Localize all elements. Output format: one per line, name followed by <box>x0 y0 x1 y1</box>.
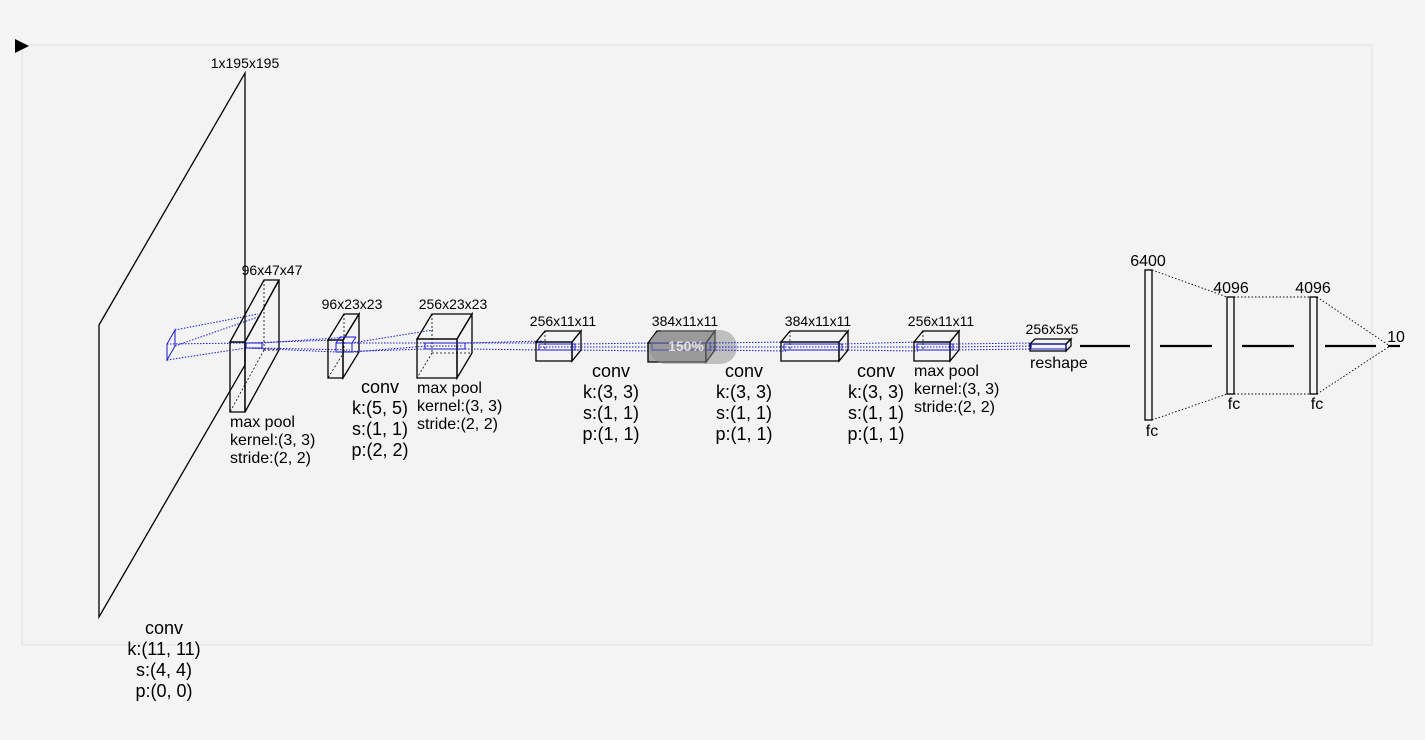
pool1-title: max pool <box>230 414 295 431</box>
op-label-pool3: max pool kernel:(3, 3) stride:(2, 2) <box>914 363 999 416</box>
fc3-size: 4096 <box>1295 280 1331 297</box>
conv4-title: conv <box>725 361 763 381</box>
op-label-pool2: max pool kernel:(3, 3) stride:(2, 2) <box>417 380 502 433</box>
op-label-conv3: conv k:(3, 3) s:(1, 1) p:(1, 1) <box>582 361 639 444</box>
receptive-field-6 <box>841 341 919 352</box>
shape-label-out1: 96x47x47 <box>242 262 303 278</box>
pool2-stride: stride:(2, 2) <box>417 416 498 433</box>
shape-label-out4: 256x11x11 <box>530 313 597 329</box>
conv4-padding: p:(1, 1) <box>715 424 772 444</box>
receptive-field-3 <box>425 340 544 351</box>
op-label-conv5: conv k:(3, 3) s:(1, 1) p:(1, 1) <box>847 361 904 444</box>
op-label-conv2: conv k:(5, 5) s:(1, 1) p:(2, 2) <box>351 377 408 460</box>
pool3-stride: stride:(2, 2) <box>914 399 995 416</box>
pool1-stride: stride:(2, 2) <box>230 450 311 467</box>
fc2-label: fc <box>1228 396 1240 413</box>
zoom-overlay-text: 150% <box>668 338 704 354</box>
feature-map-256x5x5: 256x5x5 <box>1026 321 1079 353</box>
zoom-overlay-pill[interactable] <box>649 330 737 364</box>
conv1-kernel: k:(11, 11) <box>127 639 200 659</box>
conv5-title: conv <box>857 361 895 381</box>
conv5-kernel: k:(3, 3) <box>848 382 904 402</box>
shape-label-out6: 384x11x11 <box>785 313 852 329</box>
shape-label-out5: 384x11x11 <box>652 313 719 329</box>
op-label-conv1: conv k:(11, 11) s:(4, 4) p:(0, 0) <box>127 618 200 701</box>
op-label-pool1: max pool kernel:(3, 3) stride:(2, 2) <box>230 414 315 467</box>
receptive-field-1 <box>245 336 351 353</box>
shape-label-out7: 256x11x11 <box>908 313 975 329</box>
pool2-kernel: kernel:(3, 3) <box>417 398 502 415</box>
feature-map-256x11x11-b: 256x11x11 <box>908 313 975 363</box>
pool1-kernel: kernel:(3, 3) <box>230 432 315 449</box>
fc-layer-4096-a: 4096 fc <box>1213 280 1249 413</box>
receptive-field-2 <box>335 329 434 353</box>
conv4-stride: s:(1, 1) <box>716 403 772 423</box>
conv2-kernel: k:(5, 5) <box>352 398 408 418</box>
fc-layer-4096-b: 4096 fc <box>1295 280 1331 413</box>
fc1-label: fc <box>1146 423 1158 440</box>
receptive-field-4 <box>574 342 653 352</box>
fc-layer-6400: 6400 fc <box>1130 253 1166 440</box>
conv3-stride: s:(1, 1) <box>583 403 639 423</box>
shape-label-out2: 96x23x23 <box>322 296 383 312</box>
conv1-padding: p:(0, 0) <box>135 681 192 701</box>
conv3-kernel: k:(3, 3) <box>583 382 639 402</box>
fc3-label: fc <box>1311 396 1323 413</box>
conv1-stride: s:(4, 4) <box>136 660 192 680</box>
output-size: 10 <box>1387 329 1405 346</box>
pool3-kernel: kernel:(3, 3) <box>914 381 999 398</box>
feature-map-256x23x23: 256x23x23 <box>415 296 488 381</box>
conv1-title: conv <box>145 618 183 638</box>
reshape-label: reshape <box>1030 355 1088 372</box>
conv3-title: conv <box>592 361 630 381</box>
op-label-conv4: conv k:(3, 3) s:(1, 1) p:(1, 1) <box>715 361 772 444</box>
conv2-title: conv <box>361 377 399 397</box>
conv5-padding: p:(1, 1) <box>847 424 904 444</box>
pool3-title: max pool <box>914 363 979 380</box>
play-triangle-icon[interactable] <box>15 39 29 53</box>
conv3-padding: p:(1, 1) <box>582 424 639 444</box>
output-layer: 10 <box>1387 329 1405 348</box>
shape-label-out3: 256x23x23 <box>419 296 488 312</box>
pool2-title: max pool <box>417 380 482 397</box>
fc1-size: 6400 <box>1130 253 1166 270</box>
receptive-field-7 <box>952 342 1033 351</box>
fc2-size: 4096 <box>1213 280 1249 297</box>
conv2-stride: s:(1, 1) <box>352 419 408 439</box>
conv5-stride: s:(1, 1) <box>848 403 904 423</box>
conv4-kernel: k:(3, 3) <box>716 382 772 402</box>
receptive-field-5 <box>709 341 787 352</box>
conv2-padding: p:(2, 2) <box>351 440 408 460</box>
feature-map-96x47x47: 96x47x47 <box>228 262 303 413</box>
feature-map-384x11x11-b: 384x11x11 <box>779 313 852 363</box>
shape-label-out8: 256x5x5 <box>1026 321 1079 337</box>
input-shape-label: 1x195x195 <box>211 55 280 71</box>
